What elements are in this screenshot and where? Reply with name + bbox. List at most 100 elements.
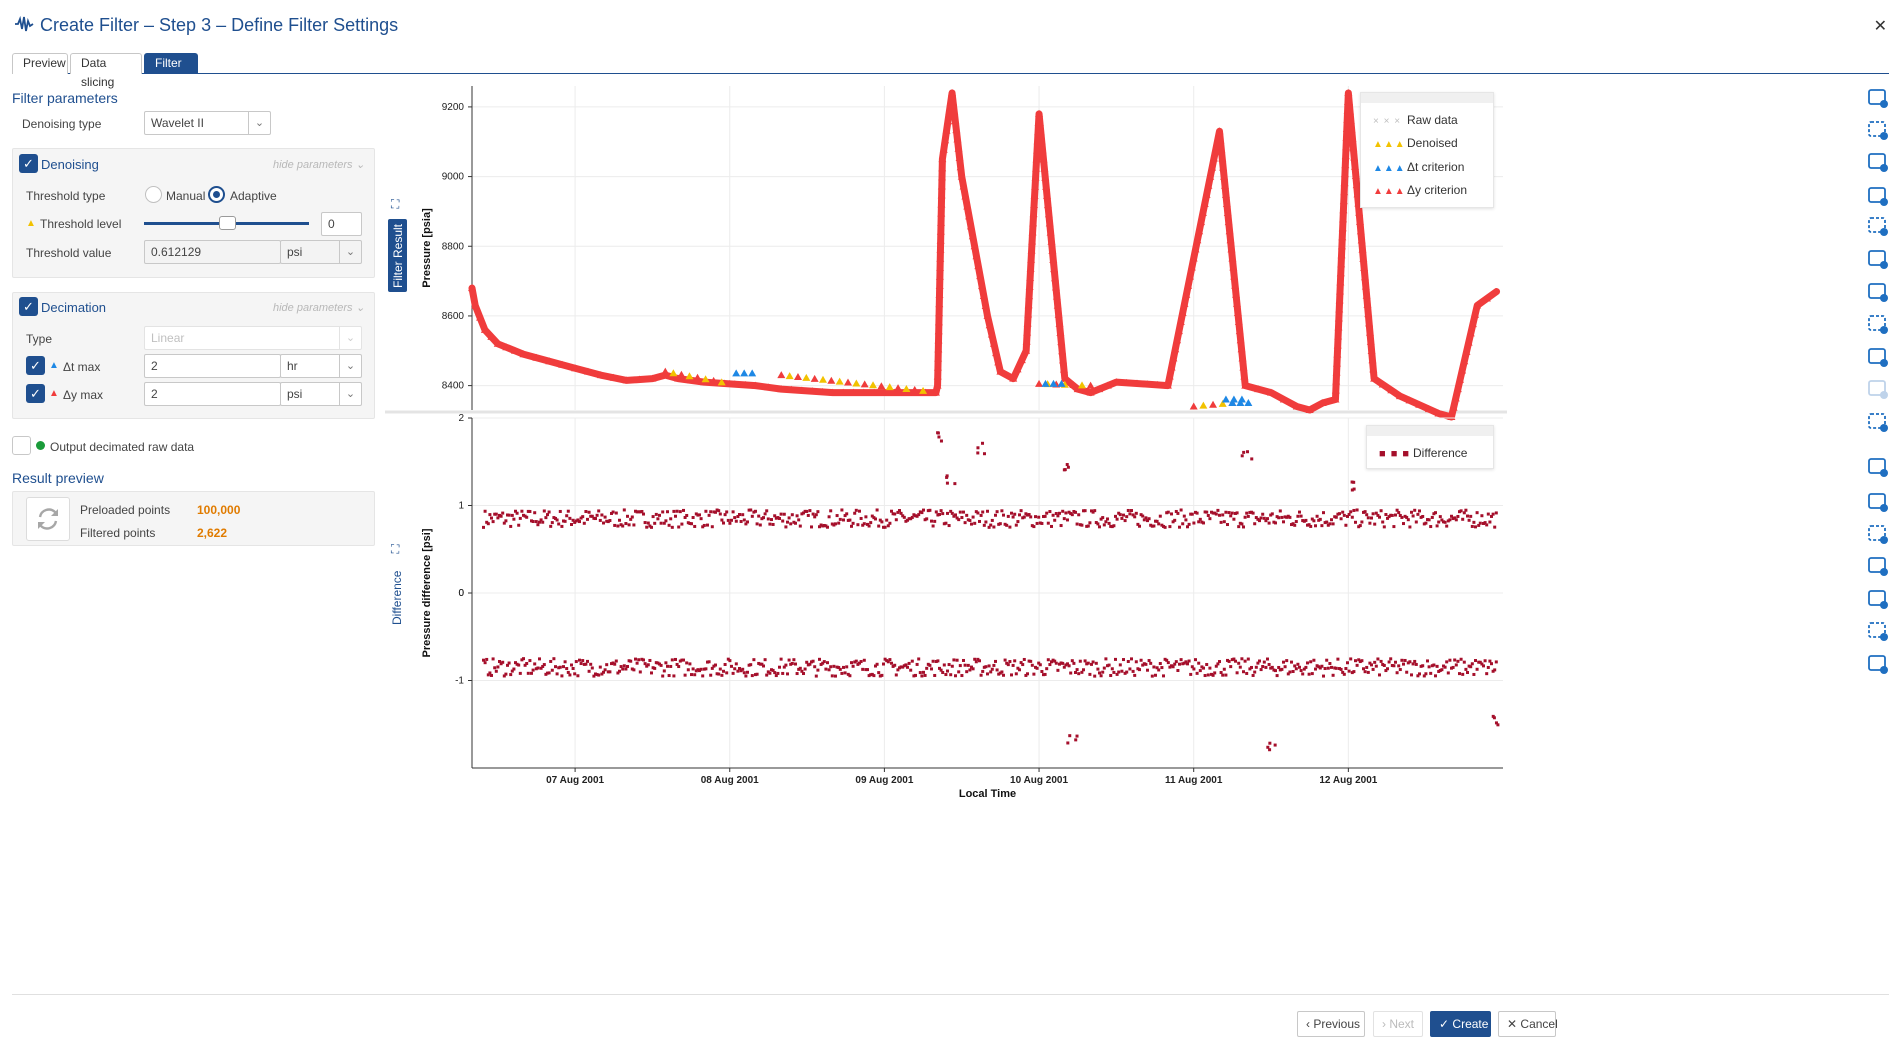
brush-icon[interactable]	[1864, 617, 1892, 645]
refresh-icon[interactable]	[26, 497, 70, 541]
difference-point	[1400, 515, 1404, 519]
difference-point	[1146, 519, 1149, 523]
previous-button[interactable]: ‹ Previous	[1297, 1011, 1365, 1037]
legend-raw-data[interactable]: × × × Raw data	[1373, 113, 1458, 127]
horizontal-select-icon[interactable]	[1864, 182, 1892, 210]
zoom-box-icon[interactable]	[1864, 245, 1892, 273]
dy-criterion-marker	[1030, 191, 1039, 199]
legend-difference[interactable]: ■ ■ ■ Difference	[1379, 446, 1467, 460]
home-icon[interactable]	[1864, 278, 1892, 306]
tab-data-slicing[interactable]: Data slicing	[70, 53, 142, 89]
pan-hand-icon[interactable]	[1864, 84, 1892, 112]
threshold-value-input[interactable]: 0.612129	[144, 240, 281, 264]
manual-radio[interactable]	[145, 186, 162, 203]
adaptive-radio[interactable]	[208, 186, 225, 203]
dy-max-unit-select[interactable]: psi ⌄	[280, 382, 362, 406]
difference-point	[858, 509, 861, 513]
difference-point	[1048, 510, 1052, 514]
difference-point	[584, 662, 588, 666]
difference-point	[1334, 666, 1338, 670]
denoised-marker	[1069, 381, 1078, 389]
cancel-button[interactable]: ✕ Cancel	[1498, 1011, 1558, 1037]
difference-point	[704, 667, 708, 671]
camera-icon[interactable]	[1864, 650, 1892, 678]
difference-point	[1371, 512, 1375, 516]
legend-dy-criterion[interactable]: ▲▲▲Δy criterion	[1373, 183, 1467, 197]
difference-outlier	[1065, 463, 1069, 467]
difference-point	[629, 659, 633, 663]
legend-denoised[interactable]: ▲▲▲Denoised	[1373, 136, 1458, 150]
undo-icon[interactable]	[1864, 343, 1892, 371]
difference-point	[917, 513, 921, 517]
difference-point	[814, 674, 818, 678]
dy-criterion-marker	[968, 232, 977, 240]
difference-point	[1280, 667, 1284, 671]
legend-dt-criterion[interactable]: ▲▲▲Δt criterion	[1373, 160, 1464, 174]
trend-icon[interactable]	[1864, 488, 1892, 516]
vertical-select-icon[interactable]	[1864, 148, 1892, 176]
fit-axis-icon[interactable]	[1864, 408, 1892, 436]
decimation-hide-parameters-link[interactable]: hide parameters ⌄	[273, 301, 365, 314]
redo-icon[interactable]	[1864, 375, 1892, 403]
expand-top-icon[interactable]: ⛶	[391, 197, 400, 211]
dy-max-input[interactable]: 2	[144, 382, 281, 406]
difference-outlier	[1246, 450, 1250, 454]
difference-point	[896, 510, 900, 514]
dt-max-checkbox[interactable]: ✓	[26, 356, 45, 375]
tab-filter[interactable]: Filter	[144, 53, 198, 74]
denoising-checkbox[interactable]: ✓	[19, 154, 38, 173]
pin-clock-icon[interactable]	[1864, 585, 1892, 613]
difference-point	[1435, 664, 1439, 668]
difference-point	[866, 522, 869, 526]
difference-point	[618, 669, 621, 673]
expand-bottom-icon[interactable]: ⛶	[391, 542, 400, 556]
difference-point	[554, 516, 557, 520]
dy-criterion-marker	[1025, 292, 1034, 300]
output-decimated-checkbox[interactable]	[12, 436, 31, 455]
difference-point	[680, 522, 684, 526]
tab-preview[interactable]: Preview	[12, 53, 68, 74]
difference-point	[1163, 657, 1167, 661]
threshold-unit-select[interactable]: psi ⌄	[280, 240, 362, 264]
difference-point	[1352, 670, 1356, 674]
difference-point	[1494, 660, 1498, 664]
threshold-level-slider-handle[interactable]	[219, 216, 236, 230]
footer-divider	[12, 994, 1889, 995]
difference-tab[interactable]: Difference	[390, 570, 404, 626]
difference-point	[586, 659, 589, 663]
close-icon[interactable]: ✕	[1873, 18, 1887, 35]
grid-icon[interactable]	[1864, 520, 1892, 548]
difference-point	[1154, 519, 1157, 523]
difference-point	[565, 514, 569, 518]
legend-icon[interactable]	[1864, 552, 1892, 580]
difference-point	[906, 665, 909, 669]
dy-max-checkbox[interactable]: ✓	[26, 384, 45, 403]
zoom-icon[interactable]	[1864, 212, 1892, 240]
crosshair-icon[interactable]	[1864, 453, 1892, 481]
threshold-level-input[interactable]: 0	[321, 212, 362, 236]
difference-point	[1222, 520, 1226, 524]
difference-point	[1248, 667, 1252, 671]
denoising-type-select[interactable]: Wavelet II ⌄	[144, 111, 271, 135]
difference-point	[677, 665, 681, 669]
create-button[interactable]: ✓ Create	[1430, 1011, 1491, 1037]
difference-point	[1350, 515, 1354, 519]
difference-point	[1026, 672, 1029, 676]
difference-point	[1008, 660, 1012, 664]
box-select-icon[interactable]	[1864, 116, 1892, 144]
denoising-hide-parameters-link[interactable]: hide parameters ⌄	[273, 158, 365, 171]
decimation-checkbox[interactable]: ✓	[19, 297, 38, 316]
difference-point	[651, 515, 655, 519]
dt-max-input[interactable]: 2	[144, 354, 281, 378]
zoom-region-icon[interactable]	[1864, 310, 1892, 338]
dy-criterion-marker	[994, 358, 1003, 366]
dt-max-unit-select[interactable]: hr ⌄	[280, 354, 362, 378]
difference-point	[1198, 517, 1202, 521]
filter-result-tab[interactable]: Filter Result	[388, 219, 407, 292]
dy-criterion-marker	[741, 380, 750, 388]
difference-point	[909, 517, 913, 521]
dy-criterion-marker	[1378, 380, 1387, 388]
difference-point	[605, 663, 609, 667]
